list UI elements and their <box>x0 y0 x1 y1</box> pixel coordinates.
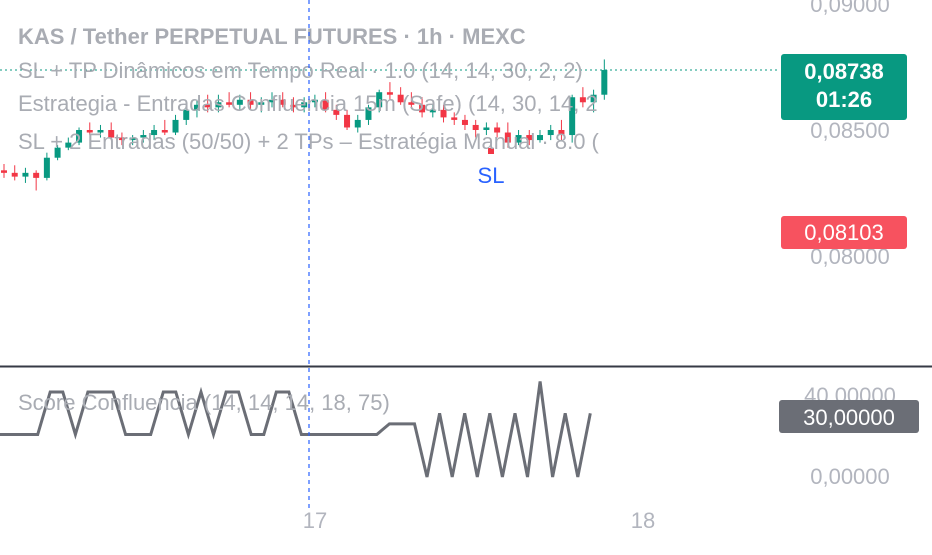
candle-up <box>129 137 136 141</box>
candle-up <box>65 142 72 148</box>
candle-up <box>301 102 308 108</box>
candle-up <box>54 147 61 158</box>
oscillator-current-value: 30,00000 <box>803 405 895 430</box>
candle-down <box>397 94 404 103</box>
candle-down <box>108 130 115 138</box>
price-tick-label: 0,08500 <box>810 118 890 143</box>
candle-up <box>236 99 243 105</box>
candle-down <box>504 132 511 143</box>
time-tick-label: 17 <box>303 508 327 533</box>
candle-up <box>429 109 436 113</box>
candle-down <box>33 172 40 178</box>
candle-down <box>279 99 286 105</box>
candle-up <box>76 130 83 143</box>
candle-down <box>204 104 211 108</box>
candle-down <box>558 130 565 136</box>
candle-up <box>97 130 104 133</box>
sl-price-badge <box>781 216 907 249</box>
candle-up <box>515 135 522 143</box>
candle-down <box>161 130 168 133</box>
candle-up <box>590 94 597 103</box>
sl-price-value: 0,08103 <box>804 220 884 245</box>
candle-up <box>172 119 179 133</box>
indicator-legend-2[interactable]: Estrategia - Entradas Confluencia 15m (S… <box>18 91 598 116</box>
candle-up <box>483 127 490 130</box>
candle-down <box>408 102 415 105</box>
candle-down <box>440 109 447 118</box>
candle-down <box>472 124 479 130</box>
candle-up <box>193 104 200 110</box>
candle-down <box>333 109 340 115</box>
price-tick-label: 0,09000 <box>810 0 890 17</box>
candle-up <box>376 92 383 108</box>
candle-down <box>579 97 586 103</box>
candle-down <box>11 172 18 177</box>
candle-down <box>461 119 468 125</box>
candle-down <box>290 104 297 108</box>
candle-down <box>86 130 93 133</box>
sl-marker-label: SL <box>478 163 505 188</box>
candle-down <box>526 135 533 141</box>
candle-down <box>226 102 233 105</box>
candle-down <box>419 104 426 113</box>
candle-up <box>43 157 50 178</box>
symbol-title[interactable]: KAS / Tether PERPETUAL FUTURES · 1h · ME… <box>18 24 526 49</box>
last-price-badge <box>781 54 907 120</box>
oscillator-tick-label: 0,00000 <box>810 464 890 489</box>
candle-up <box>151 130 158 136</box>
candlestick-series <box>1 59 608 191</box>
candle-up <box>569 97 576 136</box>
candle-down <box>344 114 351 128</box>
candle-up <box>258 102 265 105</box>
candle-up <box>354 119 361 128</box>
candle-up <box>601 70 608 95</box>
indicator-legend-3[interactable]: SL + 2 Entradas (50/50) + 2 TPs – Estrat… <box>18 129 600 154</box>
candle-down <box>322 99 329 110</box>
score-confluencia-line <box>0 381 592 478</box>
candle-up <box>311 99 318 103</box>
time-tick-label: 18 <box>631 508 655 533</box>
candle-up <box>547 130 554 136</box>
candle-up <box>183 109 190 120</box>
candle-down <box>1 170 7 173</box>
oscillator-current-badge <box>779 400 919 433</box>
candle-up <box>22 172 29 177</box>
candle-up <box>140 135 147 138</box>
sl-marker-dot <box>488 148 494 154</box>
candle-down <box>386 92 393 95</box>
candle-down <box>118 137 125 141</box>
candle-up <box>269 99 275 103</box>
candle-up <box>537 135 543 141</box>
last-price-value: 0,08738 <box>804 59 884 84</box>
candle-down <box>451 117 458 120</box>
bar-countdown: 01:26 <box>816 87 872 112</box>
candle-up <box>365 107 372 120</box>
candle-down <box>494 127 501 133</box>
indicator-legend-1[interactable]: SL + TP Dinâmicos em Tempo Real · 1.0 (1… <box>18 58 583 83</box>
oscillator-legend[interactable]: Score Confluencia (14, 14, 14, 18, 75) <box>18 390 390 415</box>
candle-up <box>215 102 222 108</box>
candle-down <box>247 99 254 105</box>
